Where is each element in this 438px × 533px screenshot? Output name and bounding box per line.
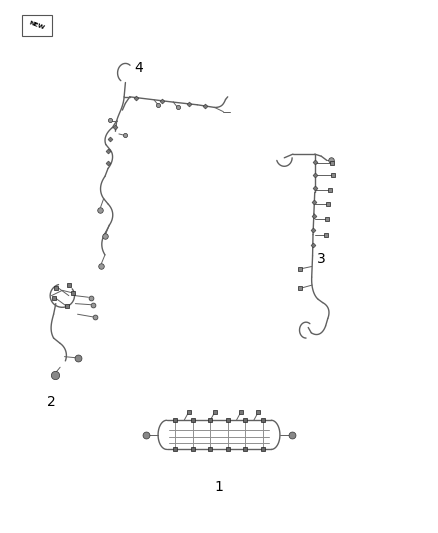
FancyBboxPatch shape	[22, 14, 52, 36]
Text: 2: 2	[47, 395, 56, 409]
Text: 1: 1	[215, 480, 223, 494]
Text: 3: 3	[317, 252, 325, 265]
Text: NEW: NEW	[28, 20, 46, 30]
Text: 4: 4	[134, 61, 143, 75]
